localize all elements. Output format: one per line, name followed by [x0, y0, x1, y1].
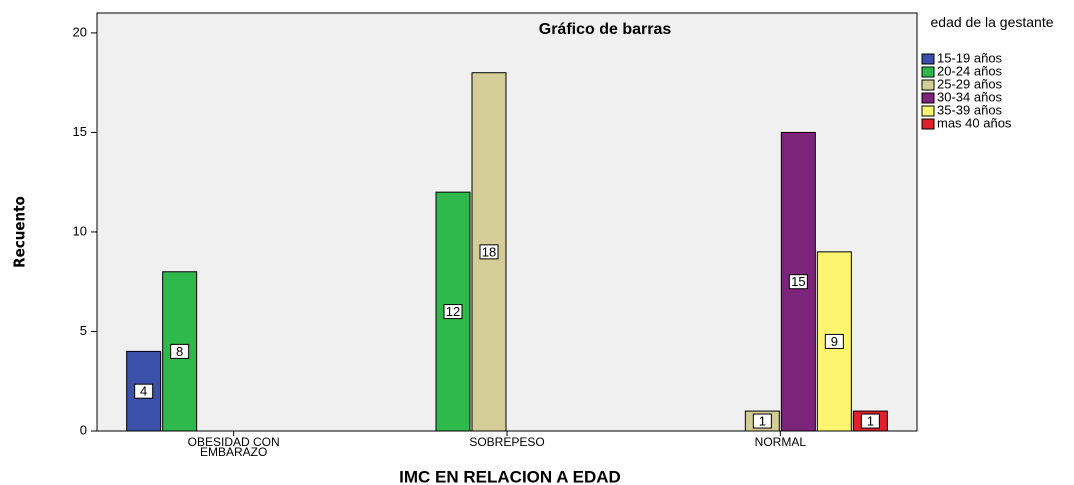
legend-swatch: [921, 105, 935, 117]
x-tick-label-box: SOBREPESO: [469, 437, 545, 449]
legend-swatch: [921, 79, 935, 91]
data-label-box: [752, 413, 772, 429]
legend-label: mas 40 años: [937, 115, 1012, 130]
x-axis-title: IMC EN RELACION A EDAD: [399, 467, 621, 485]
data-label: 12: [446, 304, 460, 319]
data-label-box: [443, 304, 463, 320]
data-label-box: [170, 343, 190, 359]
legend-swatch: [921, 118, 935, 130]
legend-label: 25-29 años: [937, 76, 1003, 91]
legend-label: 20-24 años: [937, 63, 1003, 78]
data-label: 18: [482, 244, 496, 259]
legend-title: edad de la gestante: [930, 16, 1054, 30]
x-tick-label-box: NORMAL: [754, 437, 806, 449]
y-tick-label: 20: [73, 24, 87, 39]
data-label: 9: [831, 334, 838, 349]
y-tick-label: 15: [73, 124, 87, 139]
data-label: 1: [867, 413, 874, 428]
y-tick-label: 0: [80, 422, 87, 437]
legend-label: 30-34 años: [937, 89, 1003, 104]
legend-swatch: [921, 66, 935, 78]
data-label-box: [788, 274, 808, 290]
x-tick-label: OBESIDAD CON EMBARAZO: [187, 437, 280, 459]
data-label-box: [134, 383, 154, 399]
plot-area: [96, 12, 918, 432]
legend-swatch: [921, 92, 935, 104]
data-label-box: [479, 244, 499, 260]
y-tick-label: 10: [73, 223, 87, 238]
legend-title-box: edad de la gestante: [930, 16, 1054, 30]
chart-title: Gráfico de barras: [539, 21, 672, 38]
x-tick-label-box: OBESIDAD CON EMBARAZO: [187, 437, 280, 459]
y-axis-title: Recuento: [11, 196, 29, 268]
data-label-box: [824, 333, 844, 349]
data-label: 4: [140, 384, 147, 399]
legend-swatch: [921, 53, 935, 65]
legend-label: 15-19 años: [937, 50, 1003, 65]
data-label: 15: [791, 274, 805, 289]
legend-label: 35-39 años: [937, 102, 1003, 117]
data-label: 1: [759, 413, 766, 428]
x-tick-label: NORMAL: [754, 437, 806, 449]
data-label: 8: [176, 344, 183, 359]
y-tick-label: 5: [80, 323, 87, 338]
x-tick-label: SOBREPESO: [469, 437, 545, 449]
data-label-box: [860, 413, 880, 429]
